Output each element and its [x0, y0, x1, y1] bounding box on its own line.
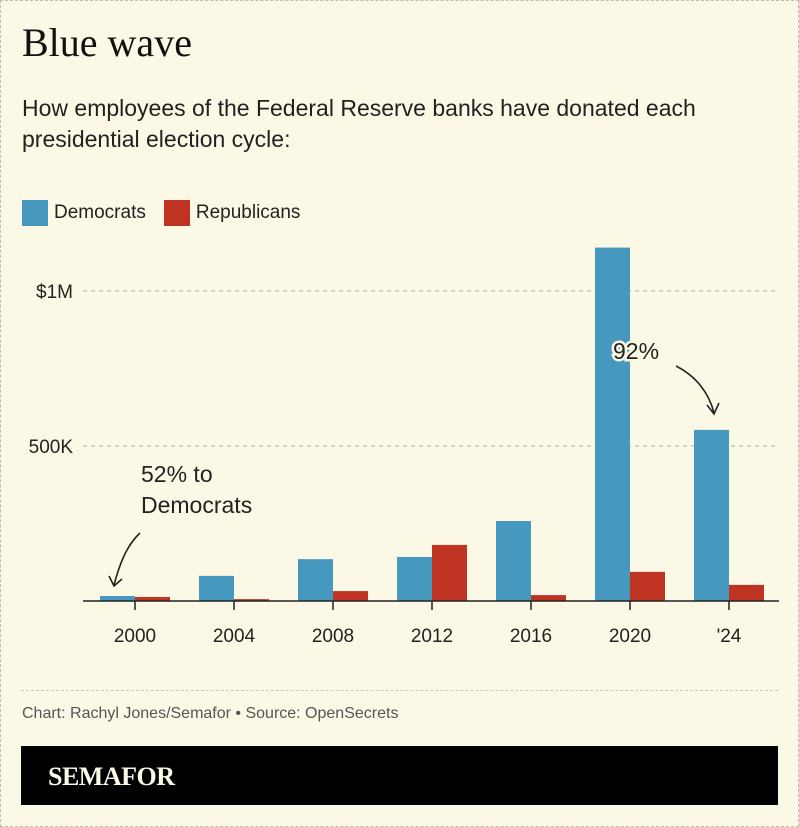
bar-republicans — [135, 596, 170, 601]
annotation-arrow — [675, 365, 715, 414]
legend-label: Republicans — [195, 202, 301, 223]
brand-logo: SEMAFOR — [48, 762, 175, 791]
bar-republicans — [630, 571, 665, 601]
legend-swatch-republicans — [163, 200, 190, 226]
bar-republicans — [531, 595, 566, 601]
legend-label: Democrats — [54, 202, 146, 223]
x-tick-label: 2000 — [114, 626, 156, 647]
bar-republicans — [333, 591, 368, 601]
chart-title: Blue wave — [22, 20, 192, 65]
annotation-text: 52% to — [141, 461, 213, 487]
bar-republicans — [729, 584, 764, 601]
bar-republicans — [432, 544, 467, 601]
annotation-text: Democrats — [141, 492, 252, 518]
plot-area: 500K $1M 2000 2004 2008 2012 2016 2020 '24 52% to… — [29, 247, 779, 647]
x-tick-label: 2020 — [609, 626, 651, 647]
credit-line: Chart: Rachyl Jones/Semafor • Source: Op… — [22, 705, 399, 722]
bar-democrats — [100, 596, 135, 601]
x-tick-label: 2016 — [510, 626, 552, 647]
bar-democrats — [694, 429, 729, 601]
bar-democrats — [595, 247, 630, 601]
arrowhead-icon — [706, 402, 720, 416]
x-tick-label: 2012 — [411, 626, 453, 647]
bar-democrats — [496, 521, 531, 601]
y-tick-label: $1M — [36, 282, 73, 303]
legend-item-republicans: Republicans — [163, 200, 301, 226]
bar-republicans — [234, 599, 269, 601]
legend-item-democrats: Democrats — [22, 200, 146, 226]
annotation-text: 92% — [613, 338, 659, 364]
legend: Democrats Republicans — [22, 200, 300, 226]
bar-democrats — [298, 559, 333, 601]
chart-subtitle: How employees of the Federal Reserve ban… — [22, 95, 696, 152]
divider — [21, 690, 778, 691]
x-tick-label: 2008 — [312, 626, 354, 647]
annotation-arrow — [113, 532, 141, 586]
bar-democrats — [397, 556, 432, 601]
x-tick-label: '24 — [717, 626, 742, 647]
y-tick-label: 500K — [29, 437, 74, 458]
brand-bar: SEMAFOR — [21, 746, 778, 805]
arrowhead-icon — [108, 575, 123, 588]
x-tick-label: 2004 — [213, 626, 256, 647]
bar-democrats — [199, 575, 234, 601]
legend-swatch-democrats — [22, 200, 48, 226]
